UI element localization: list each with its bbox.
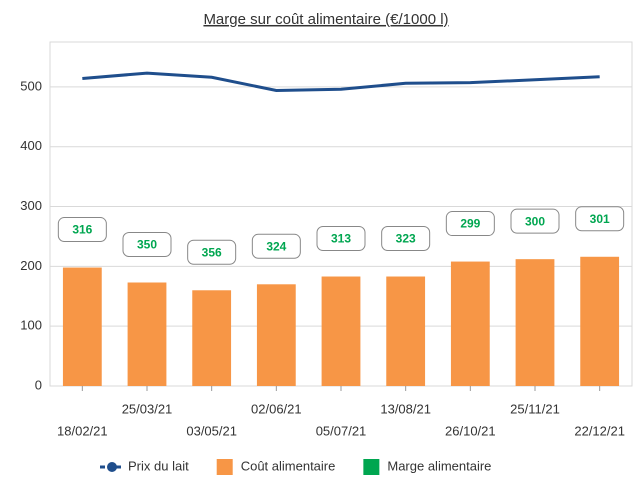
data-label-box [381,226,431,252]
x-tick-label: 02/06/21 [251,401,302,416]
legend-label: Prix du lait [128,458,189,473]
bar [192,290,232,386]
y-tick-label: 0 [35,377,42,392]
x-tick-label: 22/12/21 [574,423,625,438]
legend-label: Coût alimentaire [241,458,336,473]
data-label: 323 [396,232,416,246]
data-label-box [251,233,301,259]
x-tick-label: 05/07/21 [316,423,367,438]
y-tick-label: 300 [20,198,42,213]
chart-title: Marge sur coût alimentaire (€/1000 l) [203,11,448,28]
data-label-box [510,208,560,234]
x-tick-label: 18/02/21 [57,423,108,438]
x-tick-label: 25/03/21 [122,401,173,416]
data-label-box [57,217,107,243]
data-label-box [187,239,237,265]
bar [515,259,555,386]
legend-swatch [363,459,380,475]
data-label: 301 [590,212,610,226]
bar [386,276,426,386]
data-label: 299 [460,217,480,231]
x-tick-label: 13/08/21 [380,401,431,416]
data-label: 300 [525,214,545,228]
data-label: 350 [137,238,157,252]
bar [127,282,167,386]
line [82,71,600,92]
data-label: 316 [72,223,92,237]
data-label: 313 [331,232,351,246]
bar [450,261,490,386]
data-label-box [316,226,366,252]
legend-marker [107,462,117,472]
y-tick-label: 500 [20,78,42,93]
y-tick-label: 200 [20,258,42,273]
bar [62,267,102,386]
data-label-box [575,206,625,232]
y-tick-label: 100 [20,318,42,333]
x-tick-label: 25/11/21 [510,401,560,416]
bar [580,256,620,386]
legend-label: Marge alimentaire [387,458,491,473]
x-tick-label: 03/05/21 [186,423,237,438]
data-label: 324 [266,239,286,253]
bar [321,276,361,386]
data-label-box [445,211,495,237]
x-tick-label: 26/10/21 [445,423,496,438]
legend-swatch [216,459,233,475]
y-tick-label: 400 [20,138,42,153]
data-label-box [122,232,172,258]
data-label: 356 [202,245,222,259]
bar [256,284,296,386]
